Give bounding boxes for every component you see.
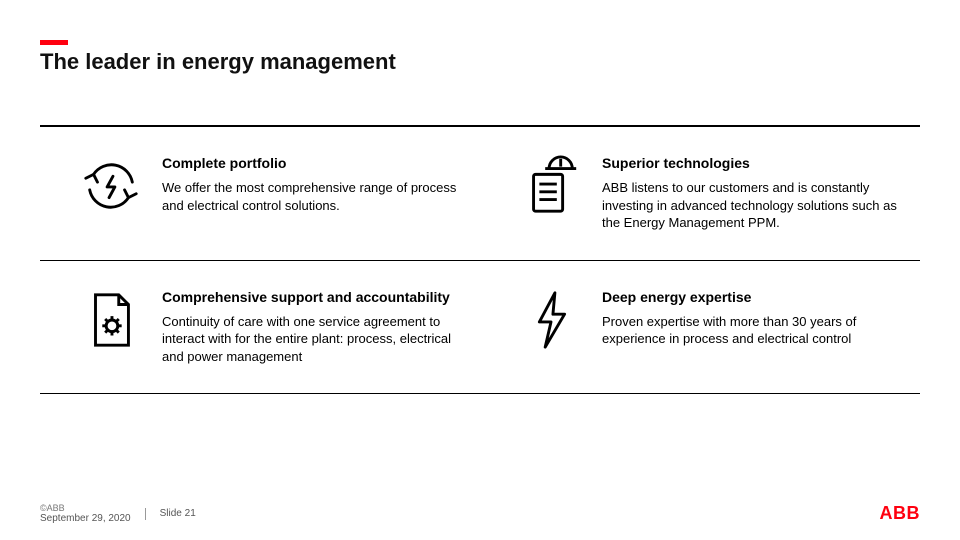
clipboard-hardhat-icon xyxy=(520,155,582,217)
footer-slide-number: Slide 21 xyxy=(160,508,196,519)
feature-row-1: Complete portfolio We offer the most com… xyxy=(40,127,920,260)
feature-body: Proven expertise with more than 30 years… xyxy=(602,313,910,348)
feature-title: Superior technologies xyxy=(602,155,910,171)
feature-text: Comprehensive support and accountability… xyxy=(162,289,470,366)
feature-title: Comprehensive support and accountability xyxy=(162,289,470,305)
footer-copy-date: ©ABB September 29, 2020 xyxy=(40,503,131,524)
feature-text: Complete portfolio We offer the most com… xyxy=(162,155,470,214)
feature-title: Complete portfolio xyxy=(162,155,470,171)
feature-cell-1-right: Superior technologies ABB listens to our… xyxy=(480,155,920,232)
accent-dash xyxy=(40,40,68,45)
footer-separator xyxy=(145,508,146,520)
slide-footer: ©ABB September 29, 2020 Slide 21 xyxy=(40,503,196,524)
brand-logo: ABB xyxy=(880,503,921,524)
slide-title: The leader in energy management xyxy=(40,49,920,75)
feature-cell-2-left: Comprehensive support and accountability… xyxy=(40,289,480,366)
feature-body: ABB listens to our customers and is cons… xyxy=(602,179,910,232)
feature-body: Continuity of care with one service agre… xyxy=(162,313,470,366)
slide: The leader in energy management Complete… xyxy=(0,0,960,540)
lightning-bolt-icon xyxy=(520,289,582,351)
feature-body: We offer the most comprehensive range of… xyxy=(162,179,470,214)
feature-text: Superior technologies ABB listens to our… xyxy=(602,155,910,232)
refresh-energy-icon xyxy=(80,155,142,217)
document-gear-icon xyxy=(80,289,142,351)
feature-title: Deep energy expertise xyxy=(602,289,910,305)
footer-copyright: ©ABB xyxy=(40,503,131,513)
footer-date: September 29, 2020 xyxy=(40,513,131,524)
feature-cell-1-left: Complete portfolio We offer the most com… xyxy=(40,155,480,232)
feature-cell-2-right: Deep energy expertise Proven expertise w… xyxy=(480,289,920,366)
divider-bottom xyxy=(40,393,920,394)
feature-row-2: Comprehensive support and accountability… xyxy=(40,261,920,394)
feature-text: Deep energy expertise Proven expertise w… xyxy=(602,289,910,348)
